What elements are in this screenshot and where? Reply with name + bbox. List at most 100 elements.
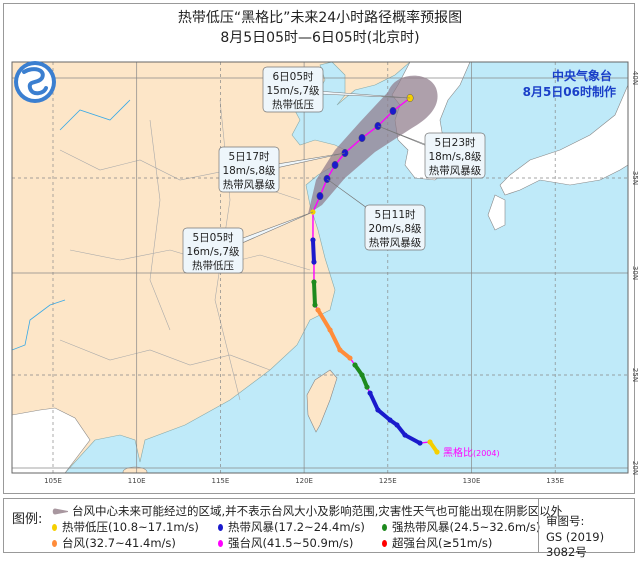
observed-point[interactable] [310, 237, 316, 243]
annotation-level: 热带风暴级 [223, 178, 276, 191]
observed-point[interactable] [337, 347, 343, 353]
annotation-box [218, 146, 280, 193]
annotation-wind: 18m/s,8级 [428, 151, 482, 163]
approval-label: 审图号: [546, 514, 585, 528]
lon-label: 110E [128, 477, 146, 485]
lat-label: 40N [631, 71, 639, 85]
annotation-time: 6日05时 [272, 71, 314, 83]
observed-point[interactable] [387, 417, 393, 423]
lon-label: 130E [463, 477, 481, 485]
observed-point[interactable] [402, 432, 408, 438]
legend-title: 图例: [12, 512, 43, 527]
forecast-point[interactable] [389, 106, 397, 116]
map-frame [3, 3, 635, 494]
annotation-level: 热带风暴级 [429, 164, 482, 177]
observed-point[interactable] [417, 440, 423, 446]
observed-point[interactable] [367, 390, 373, 396]
observed-segment [311, 279, 317, 308]
observed-point[interactable] [312, 302, 318, 308]
annotation-time: 5日11时 [374, 209, 416, 221]
lon-label: 105E [44, 477, 62, 485]
lon-label: 120E [295, 477, 313, 485]
observed-point[interactable] [434, 449, 440, 455]
cone-text: 台风中心未来可能经过的区域,并不表示台风大小及影响范围,灾害性天气也可能出现在阴… [72, 504, 563, 518]
observed-segment [310, 237, 316, 264]
annotation-box [182, 227, 244, 274]
vietnam-land [12, 407, 91, 473]
forecast-point[interactable] [358, 133, 366, 143]
cone-icon [52, 508, 68, 515]
observed-point[interactable] [394, 422, 400, 428]
observed-point[interactable] [352, 362, 358, 368]
lat-label: 25N [631, 368, 639, 382]
forecast-point[interactable] [316, 192, 324, 201]
annotation-wind: 20m/s,8级 [368, 223, 422, 235]
annotation-box [262, 66, 324, 113]
annotation-level: 热带风暴级 [369, 236, 422, 249]
annotation-box [364, 204, 426, 251]
river [12, 99, 131, 351]
legend-label: 热带低压(10.8~17.1m/s) [62, 520, 199, 534]
annotation-wind: 18m/s,8级 [222, 165, 276, 177]
storm-number: (2004) [473, 449, 500, 458]
observed-segment [403, 433, 422, 446]
cma-logo [14, 61, 56, 103]
storm-name: 黑格比(2004) [443, 446, 500, 459]
annotation-time: 5日23时 [434, 137, 476, 149]
green-dot-icon [382, 524, 387, 531]
observed-point[interactable] [359, 372, 365, 378]
annotation-wind: 15m/s,7级 [266, 85, 320, 97]
legend-cone: 台风中心未来可能经过的区域,并不表示台风大小及影响范围,灾害性天气也可能出现在阴… [52, 503, 562, 519]
annotation-time: 5日05时 [192, 232, 234, 244]
observed-point[interactable] [311, 279, 317, 285]
legend-divider [538, 499, 539, 552]
approval-number: GS (2019) 3082号 [546, 530, 605, 559]
observed-point[interactable] [311, 259, 317, 265]
forecast-point[interactable] [331, 160, 339, 170]
legend: 图例: 台风中心未来可能经过的区域,并不表示台风大小及影响范围,灾害性天气也可能… [3, 498, 635, 559]
annotation-time: 5日17时 [228, 151, 270, 163]
observed-point[interactable] [315, 307, 321, 313]
legend-label: 超强台风(≥51m/s) [392, 536, 493, 550]
observed-point[interactable] [375, 407, 381, 413]
lat-label: 35N [631, 171, 639, 185]
observed-point[interactable] [347, 355, 353, 361]
legend-label: 强热带风暴(24.5~32.6m/s) [392, 520, 541, 534]
lon-label: 135E [546, 477, 564, 485]
legend-label: 台风(32.7~41.4m/s) [62, 536, 176, 550]
observed-point[interactable] [327, 327, 333, 333]
lat-label: 20N [631, 461, 639, 475]
observed-segment [315, 307, 333, 332]
observed-point[interactable] [427, 439, 433, 445]
taiwan-island [306, 369, 338, 433]
agency-name: 中央气象台 [551, 69, 612, 83]
legend-sty: 强台风(41.5~50.9m/s) [218, 535, 353, 551]
kyushu-land [487, 194, 506, 231]
annotation-level: 热带低压 [272, 98, 314, 111]
observed-point[interactable] [364, 384, 370, 390]
lon-label: 115E [212, 477, 230, 485]
yellow-dot-icon [52, 524, 57, 531]
blue-dot-icon [218, 524, 223, 531]
hainan-island [122, 466, 148, 473]
issue-time: 8月5日06时制作 [522, 85, 616, 99]
annotation-box [424, 132, 486, 179]
legend-ty: 台风(32.7~41.4m/s) [52, 535, 176, 551]
page-title: 热带低压“黑格比”未来24小时路径概率预报图 [177, 10, 463, 26]
legend-ts: 热带风暴(17.2~24.4m/s) [218, 519, 365, 535]
forecast-cone [308, 75, 438, 214]
legend-label: 强台风(41.5~50.9m/s) [228, 536, 354, 550]
sea [64, 62, 628, 473]
magenta-dot-icon [218, 540, 223, 547]
legend-superty: 超强台风(≥51m/s) [382, 535, 492, 551]
storm-track: 黑格比(2004) [310, 93, 500, 459]
annotation-wind: 16m/s,7级 [186, 246, 240, 258]
red-dot-icon [382, 540, 387, 547]
japan-land [499, 84, 628, 196]
